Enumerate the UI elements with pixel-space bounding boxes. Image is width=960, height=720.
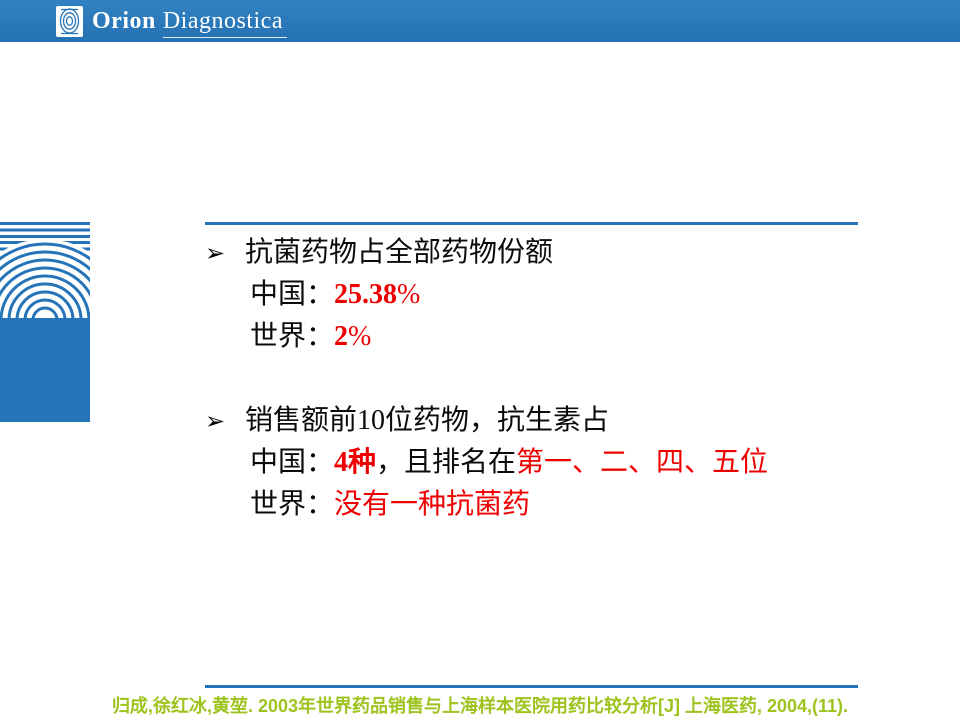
- bullet2-title: 销售额前10位药物，抗生素占: [245, 405, 610, 436]
- bullet-item-share: ➢ 抗菌药物占全部药物份额: [205, 232, 858, 274]
- brand-logo: Orion Diagnostica: [56, 5, 287, 38]
- bullet1-world-unit: %: [348, 321, 372, 352]
- bullet1-china-unit: %: [397, 279, 421, 310]
- fingerprint-decoration: [0, 222, 90, 422]
- bullet-list: ➢ 抗菌药物占全部药物份额 中国： 25.38 % 世界： 2 % ➢ 销售额前…: [205, 232, 858, 526]
- citation-text: 归成,徐红冰,黄堃. 2003年世界药品销售与上海样本医院用药比较分析[J] 上…: [111, 696, 849, 716]
- bullet1-china-row: 中国： 25.38 %: [250, 274, 858, 316]
- blue-block: [0, 318, 90, 422]
- bullet2-world-value: 没有一种抗菌药: [334, 489, 531, 520]
- bullet2-china-mid: ，且排名在: [376, 447, 517, 478]
- bullet1-title: 抗菌药物占全部药物份额: [245, 237, 554, 268]
- fingerprint-icon: [56, 5, 83, 37]
- bullet2-china-count: 4种: [334, 447, 377, 478]
- header-bar: Orion Diagnostica: [0, 0, 960, 42]
- bullet2-world-row: 世界： 没有一种抗菌药: [250, 484, 858, 526]
- bullet2-china-label: 中国：: [250, 447, 335, 478]
- bullet-item-top10: ➢ 销售额前10位药物，抗生素占: [205, 400, 858, 442]
- bullet1-world-label: 世界：: [250, 321, 335, 352]
- bullet2-china-ranks: 第一、二、四、五位: [516, 447, 769, 478]
- bottom-divider: [205, 685, 858, 688]
- top-divider: [205, 222, 858, 225]
- bullet2-world-label: 世界：: [250, 489, 335, 520]
- brand-name-light: Diagnostica: [162, 7, 287, 38]
- bullet1-china-label: 中国：: [250, 279, 335, 310]
- fingerprint-stripes: [0, 222, 90, 318]
- brand-name-bold: Orion: [92, 7, 156, 34]
- paragraph-gap: [205, 358, 858, 400]
- bullet1-china-value: 25.38: [334, 279, 398, 310]
- fingerprint-arches: [0, 239, 90, 318]
- bullet-arrow-icon: ➢: [205, 409, 226, 435]
- bullet1-world-value: 2: [334, 321, 349, 352]
- content-block: ➢ 抗菌药物占全部药物份额 中国： 25.38 % 世界： 2 % ➢ 销售额前…: [205, 222, 858, 526]
- bullet-arrow-icon: ➢: [205, 241, 226, 267]
- bullet1-world-row: 世界： 2 %: [250, 316, 858, 358]
- bullet2-china-row: 中国： 4种 ，且排名在 第一、二、四、五位: [250, 442, 858, 484]
- brand-name: Orion Diagnostica: [92, 7, 287, 38]
